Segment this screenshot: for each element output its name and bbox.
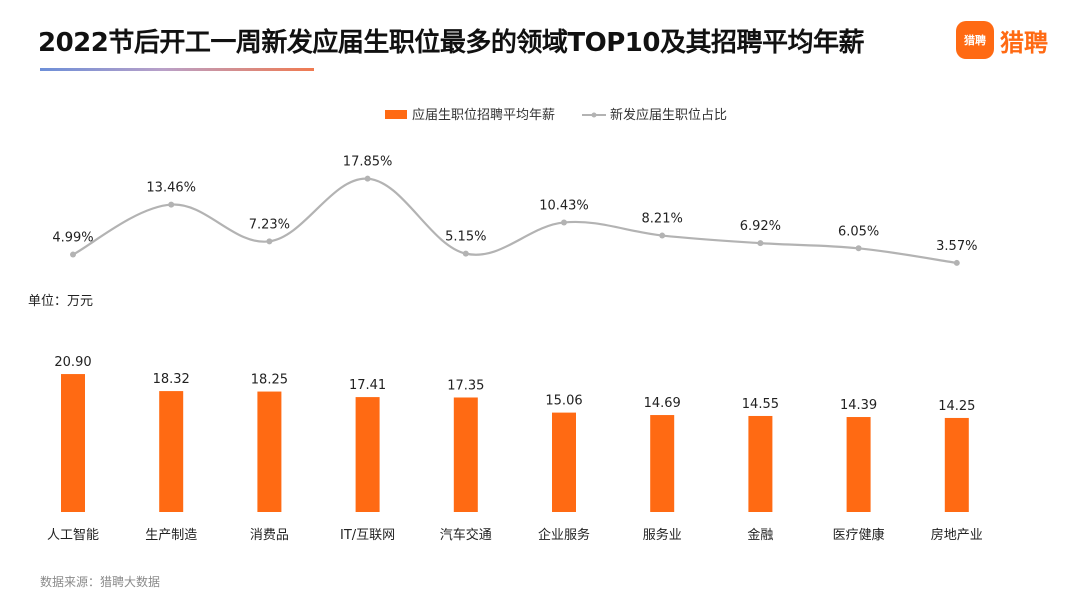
category-label: 生产制造 <box>145 528 197 543</box>
bar-value-label: 18.25 <box>251 373 288 388</box>
bar-value-label: 17.41 <box>349 378 386 393</box>
category-label: 房地产业 <box>931 527 983 543</box>
line-value-label: 3.57% <box>936 239 977 254</box>
line-value-label: 6.92% <box>740 219 781 234</box>
line-value-label: 8.21% <box>642 212 683 227</box>
bar-value-label: 17.35 <box>447 378 484 393</box>
unit-label: 单位：万元 <box>28 294 94 309</box>
category-label: 医疗健康 <box>833 527 885 543</box>
line-series: 4.99% 13.46% 7.23% 17.85% 5.15% 10.43% 8.21% 6.… <box>52 155 977 266</box>
category-label: 消费品 <box>250 528 289 543</box>
line-point-7 <box>757 240 764 247</box>
line-point-2 <box>266 238 273 245</box>
line-value-label: 13.46% <box>146 181 196 196</box>
legend-line-marker <box>591 112 597 118</box>
bar-value-label: 14.55 <box>742 397 779 412</box>
line-point-0 <box>70 251 76 258</box>
line-value-label: 6.05% <box>838 224 879 239</box>
legend-line-label: 新发应届生职位占比 <box>610 107 727 123</box>
bar-value-label: 20.90 <box>54 355 91 370</box>
line-point-8 <box>855 245 862 252</box>
bar-6 <box>650 415 675 512</box>
bar-value-label: 18.32 <box>153 372 190 387</box>
bar-2 <box>257 391 282 512</box>
brand-logo: 猎聘 猎聘 <box>956 20 1048 60</box>
category-label: 汽车交通 <box>440 527 492 543</box>
chart-title: 2022节后开工一周新发应届生职位最多的领域TOP10及其招聘平均年薪 <box>38 28 864 58</box>
bar-value-label: 14.25 <box>938 399 975 414</box>
bar-value-label: 14.39 <box>840 398 877 413</box>
legend-bar-swatch <box>385 110 407 119</box>
bar-4 <box>453 397 478 512</box>
legend: 应届生职位招聘平均年薪 新发应届生职位占比 <box>385 107 727 123</box>
bar-1 <box>159 391 184 512</box>
bar-7 <box>748 415 773 512</box>
category-label: 服务业 <box>643 527 682 543</box>
bar-series: 20.90 18.32 18.25 17.41 17.35 15.06 14.69 14.55… <box>54 355 975 512</box>
line-point-1 <box>168 201 175 208</box>
line-value-label: 10.43% <box>539 198 589 213</box>
brand-name: 猎聘 <box>1000 28 1048 57</box>
category-label: IT/互联网 <box>340 528 395 543</box>
category-label: 企业服务 <box>538 527 590 543</box>
brand-badge-icon: 猎聘 <box>956 21 994 59</box>
category-label: 金融 <box>747 527 773 543</box>
bar-9 <box>944 417 969 512</box>
line-value-label: 4.99% <box>52 231 93 246</box>
line-point-3 <box>364 175 371 182</box>
bar-value-label: 15.06 <box>545 394 582 409</box>
category-label: 人工智能 <box>47 528 99 543</box>
line-point-6 <box>659 232 666 239</box>
line-point-4 <box>462 250 469 257</box>
line-point-9 <box>953 259 960 266</box>
line-path <box>72 177 957 265</box>
title-underline <box>40 68 314 71</box>
line-point-5 <box>561 219 567 226</box>
bar-value-label: 14.69 <box>644 396 681 411</box>
bar-3 <box>355 397 380 512</box>
line-value-label: 5.15% <box>445 230 486 245</box>
bar-5 <box>552 412 576 512</box>
bar-8 <box>846 417 871 512</box>
source-note: 数据来源：猎聘大数据 <box>40 575 161 589</box>
legend-bar-label: 应届生职位招聘平均年薪 <box>412 107 555 123</box>
line-value-label: 7.23% <box>249 217 290 232</box>
category-axis: 人工智能 生产制造 消费品 IT/互联网 汽车交通 企业服务 服务业 金融 医疗健康 房地产业 <box>47 527 983 543</box>
line-value-label: 17.85% <box>343 155 393 170</box>
bar-0 <box>61 374 85 512</box>
